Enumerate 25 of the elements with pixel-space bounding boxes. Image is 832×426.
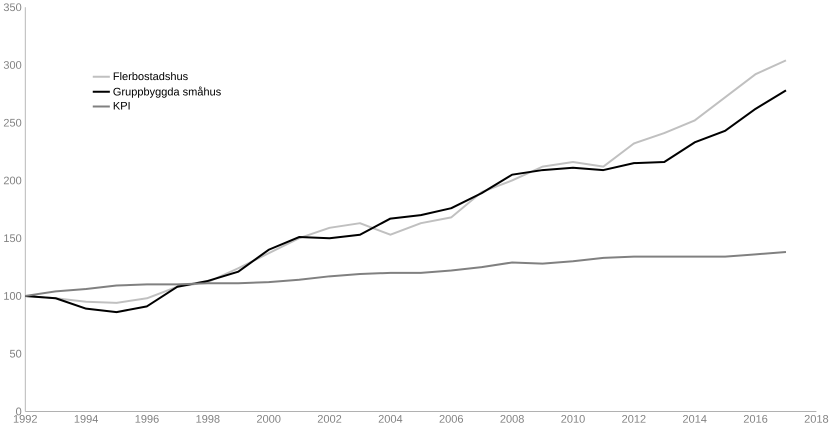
x-tick-label: 2012: [622, 414, 646, 423]
y-tick-label: 50: [10, 350, 22, 358]
y-tick-label: 150: [4, 234, 22, 242]
x-tick-label: 2008: [500, 414, 524, 423]
x-tick-label: 2016: [744, 414, 768, 423]
y-tick-label: 250: [4, 118, 22, 127]
x-tick-label: 1996: [136, 414, 159, 423]
x-tick-label: 2002: [318, 414, 342, 423]
x-tick-label: 2014: [683, 414, 707, 423]
x-tick-label: 1994: [74, 414, 98, 423]
legend-label: Gruppbyggda småhus: [113, 86, 221, 98]
y-tick-label: 0: [16, 408, 22, 416]
x-tick-label: 2010: [561, 414, 585, 423]
x-tick-label: 2006: [440, 414, 464, 423]
x-tick-label: 2000: [256, 414, 280, 423]
x-tick-label: 2004: [378, 414, 402, 423]
x-tick-label: 2018: [804, 414, 828, 423]
legend-label: KPI: [114, 102, 130, 110]
legend-label: Flerbostadshus: [114, 72, 188, 80]
x-tick-label: 1992: [14, 414, 37, 423]
y-tick-label: 100: [4, 292, 22, 300]
y-tick-label: 200: [4, 176, 22, 184]
y-tick-label: 300: [4, 61, 22, 69]
x-tick-label: 1998: [196, 414, 220, 423]
y-tick-label: 350: [4, 3, 22, 12]
